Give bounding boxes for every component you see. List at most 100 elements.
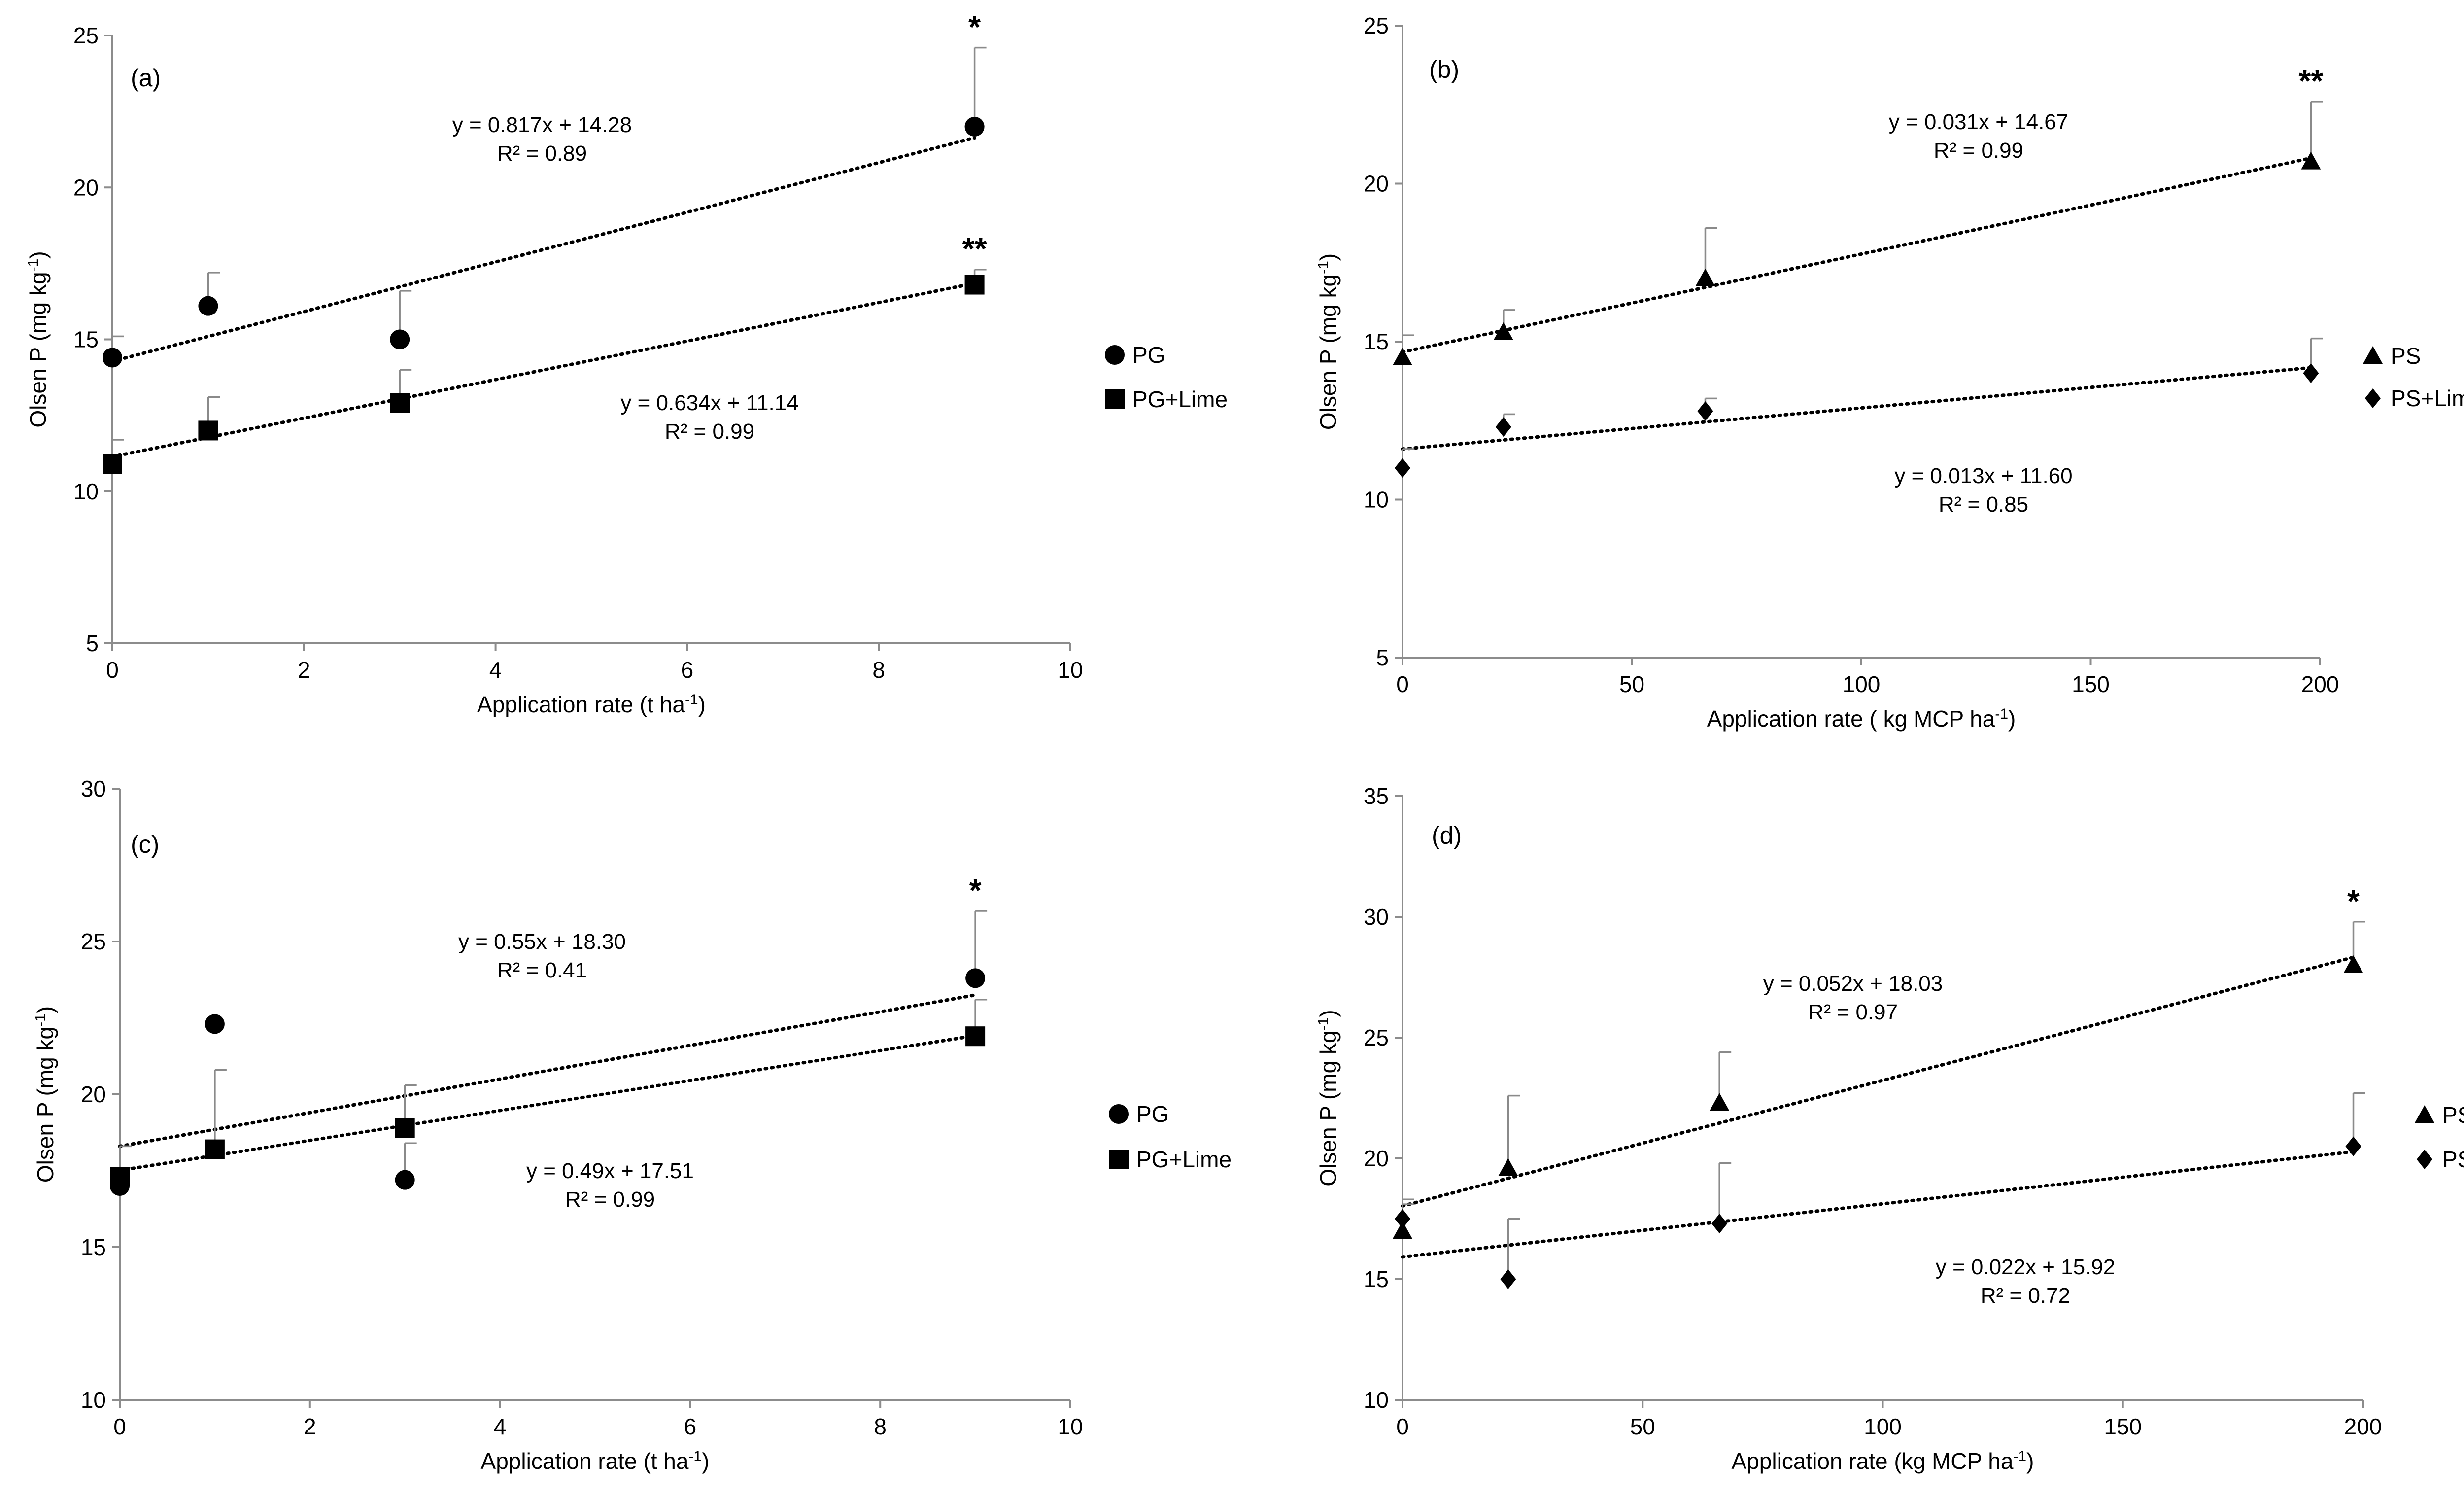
significance-marker: ** [962,231,987,267]
y-tick-label: 25 [1364,13,1389,38]
x-tick-label: 0 [106,657,119,683]
trend-equation: y = 0.052x + 18.03 [1763,972,1943,996]
y-tick-label: 10 [1364,487,1389,513]
trend-r2: R² = 0.99 [565,1187,655,1212]
data-point [2301,151,2321,170]
y-tick-label: 15 [1364,1266,1389,1292]
series-ps-lime: y = 0.022x + 15.92 R² = 0.72 [1395,1092,2365,1308]
trend-equation: y = 0.022x + 15.92 [1936,1255,2116,1279]
data-point [1493,322,1513,340]
data-point [1498,1158,1518,1176]
chart-panel-b: 5 10 15 20 25 0 50 100 150 200 Application rate ( … [1315,13,2464,732]
trend-r2: R² = 0.72 [1981,1284,2070,1308]
trendline-pg-lime [118,1034,977,1172]
x-tick-label: 150 [2104,1414,2142,1439]
series-pg: * y = 0.817x + 14.28 R² = 0.89 [103,9,987,368]
series-pg-lime: y = 0.49x + 17.51 R² = 0.99 [110,999,988,1212]
y-tick-label: 20 [81,1081,106,1107]
y-tick-label: 15 [73,327,99,352]
legend-entry-pg-lime: PG+Lime [1109,1147,1232,1172]
y-tick-label: 35 [1364,783,1389,809]
x-tick-label: 2 [298,657,310,683]
x-axis-title: Application rate (t ha-1) [481,1448,710,1474]
y-axis-title: Olsen P (mg kg-1) [33,1006,59,1183]
data-point [395,1170,415,1190]
data-point [1395,458,1410,478]
x-tick-label: 0 [1396,1414,1409,1439]
legend-label: PG [1132,342,1165,368]
legend-entry-ps: PS [2363,343,2421,369]
data-point [1697,401,1713,421]
x-tick-label: 10 [1058,1414,1083,1439]
y-tick-label: 30 [81,776,106,802]
data-point [110,1167,130,1187]
trend-equation: y = 0.634x + 11.14 [620,391,798,415]
x-tick-label: 4 [489,657,502,683]
trendline-ps [1401,955,2356,1208]
x-tick-label: 8 [872,657,885,683]
data-point [198,420,218,441]
legend-label: PG+Lime [1132,386,1228,412]
legend-marker [2365,388,2381,408]
x-tick-label: 6 [684,1414,697,1439]
legend-label: PS [2442,1102,2464,1128]
chart-panel-c: 10 15 20 25 30 0 2 4 6 8 10 Application rate (t ha-… [33,776,1232,1474]
legend-entry-pg-lime: PG+Lime [1105,386,1228,412]
x-tick-label: 10 [1058,657,1083,683]
data-point [1495,417,1511,437]
x-axis-title: Application rate (t ha-1) [477,692,706,718]
y-tick-label: 20 [1364,1146,1389,1171]
trend-r2: R² = 0.99 [1934,139,2023,163]
x-axis-title: Application rate ( kg MCP ha-1) [1707,706,2016,732]
chart-panel-d: 10 15 20 25 30 35 0 50 100 150 200 Application rate… [1315,783,2464,1474]
data-point [1395,1209,1410,1229]
data-point [1393,1221,1412,1239]
x-tick-label: 200 [2344,1414,2382,1439]
panel-label: (a) [131,64,161,92]
series-ps: * y = 0.052x + 18.03 R² = 0.97 [1393,883,2365,1239]
x-tick-label: 0 [1396,671,1409,697]
y-tick-label: 25 [81,929,106,954]
y-axis-title: Olsen P (mg kg-1) [1315,1010,1341,1186]
data-point [964,116,985,137]
data-point [103,454,122,474]
y-tick-label: 5 [86,630,99,656]
legend-entry-pg: PG [1109,1101,1169,1127]
legend-entry-ps-lime: PS+Lime [2365,385,2464,411]
trend-r2: R² = 0.97 [1808,1000,1898,1024]
trend-equation: y = 0.49x + 17.51 [526,1159,694,1183]
trend-equation: y = 0.55x + 18.30 [458,930,626,954]
legend-label: PS+Lime [2391,385,2464,411]
data-point [964,275,985,295]
legend-marker [1105,389,1125,409]
x-tick-label: 100 [1864,1414,1902,1439]
data-point [1500,1269,1516,1289]
trend-r2: R² = 0.85 [1939,492,2028,517]
panel-label: (c) [131,831,159,858]
trendline-pg-lime [110,281,977,458]
series-pg-lime: ** y = 0.634x + 11.14 R² = 0.99 [103,231,987,474]
trend-r2: R² = 0.89 [497,141,587,166]
data-point [965,968,986,988]
y-tick-label: 20 [73,174,99,200]
series-ps-lime: y = 0.013x + 11.60 R² = 0.85 [1395,337,2323,517]
data-point [2343,955,2363,973]
panel-label: (b) [1429,56,1459,83]
legend-label: PS [2391,343,2421,369]
data-point [1711,1214,1728,1234]
y-tick-label: 5 [1376,645,1389,670]
legend-marker [1105,345,1125,365]
x-axis-title: Application rate (kg MCP ha-1) [1732,1448,2034,1474]
data-point [395,1118,415,1138]
data-point [965,1026,986,1047]
y-tick-label: 10 [73,479,99,504]
data-point [103,348,122,368]
significance-marker: * [969,872,982,908]
legend-label: PS+Lime [2442,1147,2464,1172]
legend-marker [2363,346,2383,364]
legend-label: PG [1136,1101,1169,1127]
trendline-pg [110,136,977,363]
data-point [1393,348,1412,366]
data-point [198,296,218,316]
